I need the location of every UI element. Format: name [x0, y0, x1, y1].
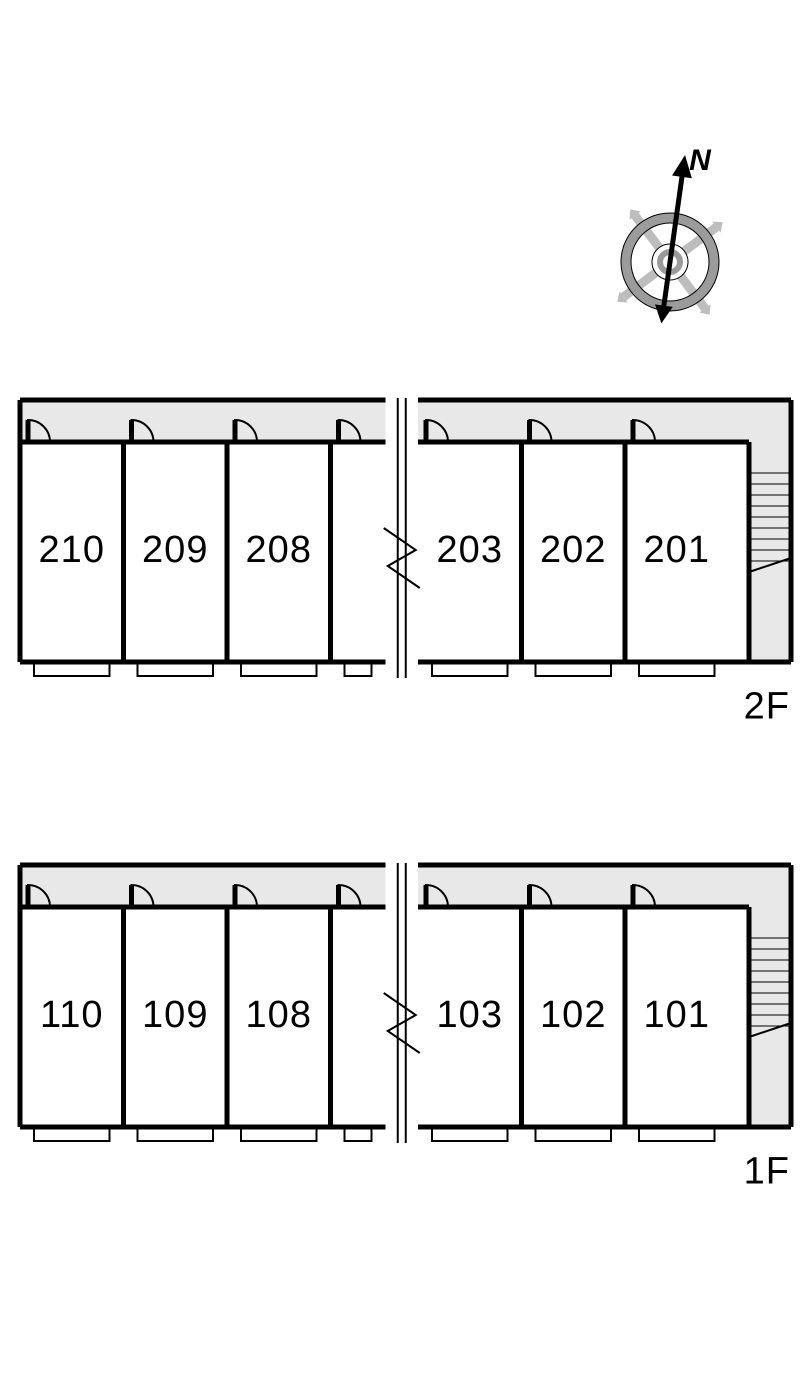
unit-102: 102	[540, 994, 606, 1036]
unit-202: 202	[540, 529, 606, 571]
unit-203: 203	[437, 529, 503, 571]
compass-north-label: N	[689, 144, 712, 177]
unit-103: 103	[437, 994, 503, 1036]
unit-110: 110	[40, 994, 104, 1036]
floor-2F: 210 209 208 203 202 201 2F	[20, 398, 791, 727]
unit-208: 208	[246, 529, 312, 571]
unit-101: 101	[644, 994, 710, 1036]
unit-108: 108	[246, 994, 312, 1036]
unit-209: 209	[142, 529, 208, 571]
unit-109: 109	[142, 994, 208, 1036]
floor-label-1F: 1F	[744, 1150, 790, 1192]
floor-label-2F: 2F	[744, 685, 790, 727]
unit-210: 210	[39, 529, 105, 571]
floor-1F: 110 109 108 103 102 101 1F	[20, 863, 791, 1192]
unit-201: 201	[644, 529, 710, 571]
compass	[613, 148, 734, 330]
